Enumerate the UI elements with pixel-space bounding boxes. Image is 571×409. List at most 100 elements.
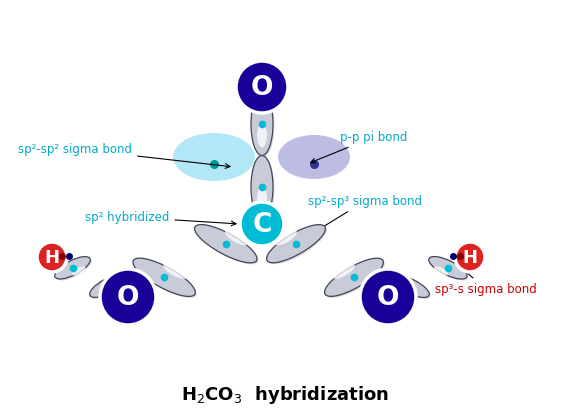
Ellipse shape [258,112,267,137]
Ellipse shape [136,261,192,295]
Ellipse shape [391,275,429,298]
Ellipse shape [326,260,385,298]
Ellipse shape [210,234,242,254]
Ellipse shape [440,264,456,273]
Ellipse shape [257,187,267,211]
Ellipse shape [214,236,238,252]
Ellipse shape [391,275,429,298]
Ellipse shape [396,285,411,294]
Text: C: C [252,211,272,237]
Circle shape [236,62,288,114]
Ellipse shape [55,257,90,279]
Ellipse shape [252,95,275,157]
Text: O: O [116,284,139,310]
Ellipse shape [390,294,411,309]
Ellipse shape [55,257,90,279]
Ellipse shape [116,299,131,320]
Ellipse shape [248,65,264,86]
Ellipse shape [216,238,235,250]
Ellipse shape [267,225,325,263]
Ellipse shape [339,268,369,287]
Ellipse shape [201,229,251,259]
Ellipse shape [365,294,386,309]
Ellipse shape [404,283,416,290]
Ellipse shape [97,280,118,293]
Ellipse shape [251,156,273,219]
Ellipse shape [60,261,85,276]
Ellipse shape [62,261,83,275]
Ellipse shape [148,268,180,287]
Text: p-p pi bond: p-p pi bond [311,131,407,164]
Ellipse shape [252,157,275,220]
Ellipse shape [102,283,113,290]
Ellipse shape [429,257,467,279]
Ellipse shape [430,258,468,281]
Ellipse shape [251,93,273,156]
Ellipse shape [163,264,187,279]
Ellipse shape [333,264,375,291]
Ellipse shape [324,258,384,297]
Text: O: O [377,284,399,310]
Ellipse shape [255,169,268,207]
Ellipse shape [442,265,453,272]
Ellipse shape [99,281,116,292]
Ellipse shape [397,279,424,294]
Ellipse shape [195,225,257,263]
Ellipse shape [207,233,244,256]
Ellipse shape [253,162,271,213]
Ellipse shape [196,227,259,265]
Ellipse shape [252,159,272,216]
Ellipse shape [342,270,366,285]
Ellipse shape [331,263,377,293]
Ellipse shape [256,109,267,140]
Ellipse shape [371,298,388,317]
Text: sp² hybridized: sp² hybridized [85,211,236,226]
Ellipse shape [251,93,273,156]
Ellipse shape [275,231,317,257]
Ellipse shape [111,298,128,317]
Ellipse shape [134,260,197,298]
Ellipse shape [401,281,420,292]
Ellipse shape [434,267,448,276]
Text: H: H [463,248,477,266]
Ellipse shape [399,280,421,293]
Ellipse shape [72,267,86,276]
Ellipse shape [251,156,273,219]
Ellipse shape [403,282,418,291]
Ellipse shape [439,263,457,274]
Ellipse shape [58,259,87,277]
Ellipse shape [67,265,78,272]
Ellipse shape [433,259,463,277]
Ellipse shape [90,275,125,298]
Circle shape [240,202,284,246]
Ellipse shape [392,277,431,299]
Ellipse shape [278,136,350,180]
Ellipse shape [431,258,465,278]
Text: H$_2$CO$_3$  hybridization: H$_2$CO$_3$ hybridization [181,383,389,405]
Ellipse shape [253,99,271,150]
Text: H: H [45,248,59,266]
Ellipse shape [268,227,327,265]
Text: sp³-s sigma bond: sp³-s sigma bond [435,268,537,296]
Ellipse shape [195,225,257,263]
Ellipse shape [107,285,120,294]
Ellipse shape [146,266,183,289]
Text: sp²-sp³ sigma bond: sp²-sp³ sigma bond [295,195,422,244]
Ellipse shape [256,172,267,203]
Ellipse shape [255,106,268,144]
Ellipse shape [345,272,363,283]
Ellipse shape [267,225,325,263]
Ellipse shape [93,278,122,295]
Circle shape [360,270,416,325]
Text: sp²-sp² sigma bond: sp²-sp² sigma bond [18,143,230,169]
Ellipse shape [139,262,189,293]
Ellipse shape [270,227,323,261]
Ellipse shape [287,238,305,250]
Ellipse shape [324,258,384,297]
Ellipse shape [152,270,176,285]
Ellipse shape [252,97,272,153]
Ellipse shape [260,65,275,86]
Ellipse shape [258,175,267,200]
Ellipse shape [105,294,126,309]
Circle shape [100,270,156,325]
